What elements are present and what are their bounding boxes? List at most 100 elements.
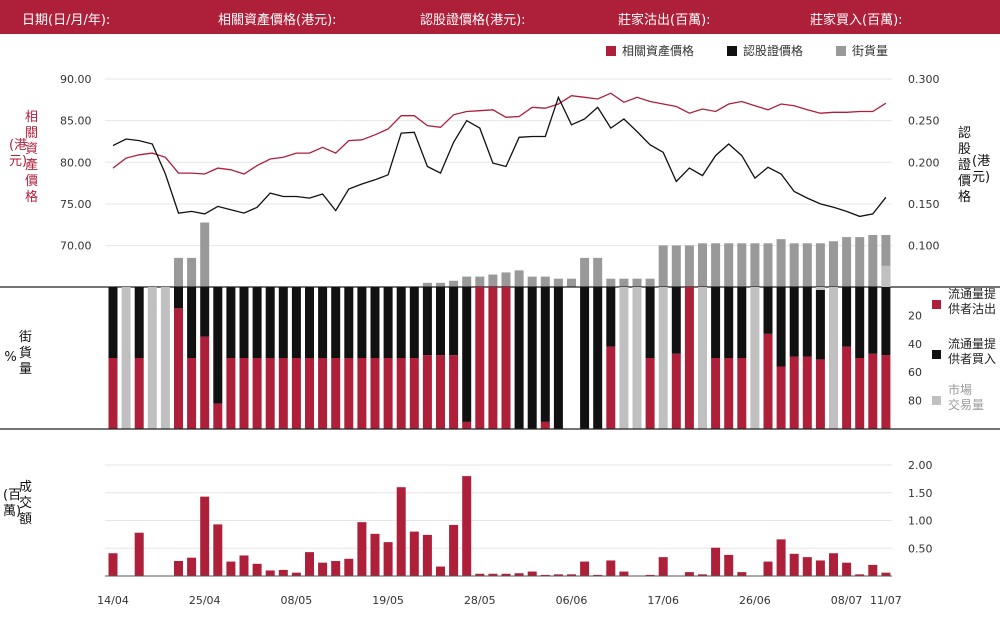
percent-tick-label: 80 [908, 395, 922, 408]
lp-buy-bar [449, 287, 459, 356]
outstanding-bar [580, 257, 590, 287]
warrant-axis-unit: (港元) [972, 154, 991, 185]
turnover-bar [239, 555, 249, 576]
date-tick-label: 28/05 [464, 594, 496, 607]
lp-sell-bar [291, 358, 301, 429]
turnover-tick-label: 1.00 [908, 515, 933, 528]
lp-buy-bar [671, 287, 681, 354]
turnover-bar [737, 572, 747, 576]
left-price-tick-label: 70.00 [60, 240, 92, 253]
outstanding-bar [802, 243, 812, 287]
percent-tick-label: 20 [908, 309, 922, 322]
turnover-bar [305, 552, 314, 576]
lp-sell-bar [226, 358, 236, 429]
market-volume-bar [881, 265, 891, 287]
lp-sell-bar [763, 333, 773, 429]
outstanding-bar [422, 282, 432, 287]
turnover-bar [868, 564, 878, 576]
date-tick-label: 25/04 [189, 594, 221, 607]
outstanding-bar [684, 245, 694, 287]
turnover-bar [436, 566, 445, 576]
right-price-tick-label: 0.150 [908, 198, 940, 211]
lp-sell-bar [187, 358, 197, 429]
turnover-bar [567, 574, 576, 576]
lp-sell-bar [357, 358, 367, 429]
lp-sell-bar [855, 358, 865, 429]
date-tick-label: 11/07 [870, 594, 902, 607]
turnover-bar [174, 561, 183, 576]
turnover-bar [108, 553, 118, 576]
date-label: 日期(日/月/年): [22, 13, 111, 28]
lp-sell-bar [278, 358, 288, 429]
outstanding-bar [632, 278, 642, 287]
lp-buy-bar [383, 287, 393, 358]
market-volume-bar [147, 287, 157, 429]
right-price-tick-label: 0.250 [908, 115, 940, 128]
turnover-bar [422, 534, 432, 576]
turnover-bar [593, 574, 603, 576]
right-price-tick-label: 0.100 [908, 240, 940, 253]
lp-buy-bar [527, 287, 537, 429]
turnover-bar [711, 547, 721, 576]
market-volume-bar [658, 287, 668, 429]
outstanding-bar [174, 257, 183, 287]
lp-buy-bar [776, 287, 786, 367]
lp-buy-bar [108, 287, 118, 358]
lp-sell-bar [881, 355, 891, 429]
outstanding-bar [501, 272, 511, 287]
outstanding-bar [462, 276, 472, 287]
outstanding-bar [593, 257, 603, 287]
left-price-tick-label: 90.00 [60, 73, 92, 86]
lp-buy-bar [815, 289, 825, 360]
market-volume-bar [619, 287, 629, 429]
lp-sell-bar [540, 421, 550, 429]
lp-buy-bar [174, 287, 183, 309]
lp-buy-bar [305, 287, 314, 358]
lp-sell-bar [462, 421, 472, 429]
underlying-price-line [112, 92, 887, 175]
turnover-bar [383, 542, 393, 576]
outstanding-bar [200, 222, 210, 287]
lp-sell-bar [318, 358, 328, 429]
turnover-bar [645, 574, 655, 576]
lp-buy-bar [645, 287, 655, 358]
lp-buy-bar [265, 287, 275, 358]
turnover-axis-unit: (百萬) [3, 488, 22, 519]
outstanding-bar [724, 243, 734, 287]
percent-legend-swatch [932, 300, 941, 309]
turnover-bar [724, 554, 734, 576]
date-tick-label: 26/06 [739, 594, 771, 607]
outstanding-bar [658, 245, 668, 287]
turnover-bar [488, 573, 498, 576]
percent-axis-unit: % [4, 350, 17, 365]
turnover-bar [187, 557, 197, 576]
lp-buy-bar [396, 287, 406, 358]
turnover-bar [265, 570, 275, 576]
outstanding-axis-label: 街貨量 [18, 330, 32, 377]
market-volume-bar [160, 287, 170, 429]
turnover-bar [855, 574, 865, 576]
turnover-bar [291, 572, 301, 576]
outstanding-bar [619, 278, 629, 287]
lp-sell-bar [344, 358, 354, 429]
left-price-tick-label: 85.00 [60, 115, 92, 128]
outstanding-bar [737, 243, 747, 287]
warrant-price-line [112, 95, 887, 218]
percent-legend-label: 流通量提供者沽出 [948, 286, 996, 316]
lp-buy-bar [213, 287, 223, 404]
outstanding-bar [698, 243, 707, 287]
right-price-tick-label: 0.200 [908, 156, 940, 169]
turnover-bar [580, 561, 590, 576]
lp-buy-bar [134, 287, 144, 358]
lp-buy-bar [409, 287, 419, 358]
legend-swatch [727, 46, 737, 56]
market-volume-bar [750, 287, 760, 429]
lp-buy-bar [278, 287, 288, 358]
percent-legend-label: 市場交易量 [948, 382, 984, 412]
warrant-price-label: 認股證價格(港元): [420, 13, 526, 28]
outstanding-bar [842, 237, 852, 287]
lp-buy-bar [855, 287, 865, 358]
legend-label: 認股證價格 [743, 43, 803, 58]
outstanding-bar [868, 235, 878, 287]
market-volume-bar [829, 287, 838, 429]
